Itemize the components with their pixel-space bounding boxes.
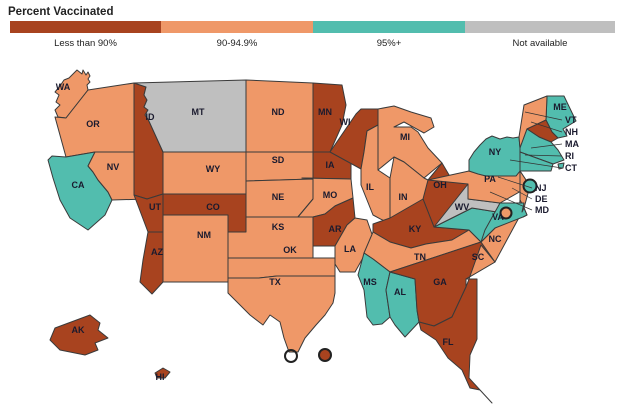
- svg-text:AZ: AZ: [151, 247, 163, 257]
- svg-text:NV: NV: [107, 162, 120, 172]
- svg-text:OH: OH: [433, 180, 447, 190]
- svg-text:NC: NC: [489, 234, 502, 244]
- svg-text:NE: NE: [272, 192, 285, 202]
- svg-text:ND: ND: [272, 107, 285, 117]
- svg-text:GA: GA: [433, 277, 447, 287]
- svg-text:KS: KS: [272, 222, 285, 232]
- svg-text:UT: UT: [149, 202, 161, 212]
- svg-text:MD: MD: [535, 205, 549, 215]
- svg-text:CO: CO: [206, 202, 220, 212]
- svg-text:NH: NH: [565, 127, 578, 137]
- svg-text:NY: NY: [489, 147, 502, 157]
- svg-text:FL: FL: [443, 337, 454, 347]
- svg-text:MN: MN: [318, 107, 332, 117]
- svg-text:MA: MA: [565, 139, 579, 149]
- svg-text:VA: VA: [492, 212, 504, 222]
- svg-text:MO: MO: [323, 190, 338, 200]
- svg-text:TX: TX: [269, 277, 281, 287]
- svg-text:AR: AR: [329, 224, 342, 234]
- svg-text:SD: SD: [272, 155, 285, 165]
- svg-text:CA: CA: [72, 180, 85, 190]
- svg-text:ID: ID: [146, 112, 156, 122]
- svg-text:DE: DE: [535, 194, 548, 204]
- svg-text:PA: PA: [484, 174, 496, 184]
- svg-text:IA: IA: [326, 160, 336, 170]
- svg-text:VT: VT: [565, 115, 577, 125]
- svg-text:SC: SC: [472, 252, 485, 262]
- svg-text:OR: OR: [86, 119, 100, 129]
- svg-text:MT: MT: [192, 107, 205, 117]
- svg-text:NJ: NJ: [535, 183, 547, 193]
- svg-text:IN: IN: [399, 192, 408, 202]
- svg-text:HI: HI: [156, 372, 165, 382]
- svg-text:WA: WA: [56, 82, 71, 92]
- svg-text:TN: TN: [414, 252, 426, 262]
- svg-text:NM: NM: [197, 230, 211, 240]
- svg-text:AL: AL: [394, 287, 406, 297]
- svg-text:LA: LA: [344, 244, 356, 254]
- svg-text:CT: CT: [565, 163, 577, 173]
- svg-text:ME: ME: [553, 102, 567, 112]
- svg-text:WY: WY: [206, 164, 221, 174]
- svg-text:IL: IL: [366, 182, 375, 192]
- svg-text:AK: AK: [72, 325, 85, 335]
- svg-text:WV: WV: [455, 202, 470, 212]
- svg-text:MS: MS: [363, 277, 377, 287]
- svg-text:RI: RI: [565, 151, 574, 161]
- svg-text:MI: MI: [400, 132, 410, 142]
- svg-text:KY: KY: [409, 224, 422, 234]
- svg-text:OK: OK: [283, 245, 297, 255]
- svg-text:WI: WI: [340, 117, 351, 127]
